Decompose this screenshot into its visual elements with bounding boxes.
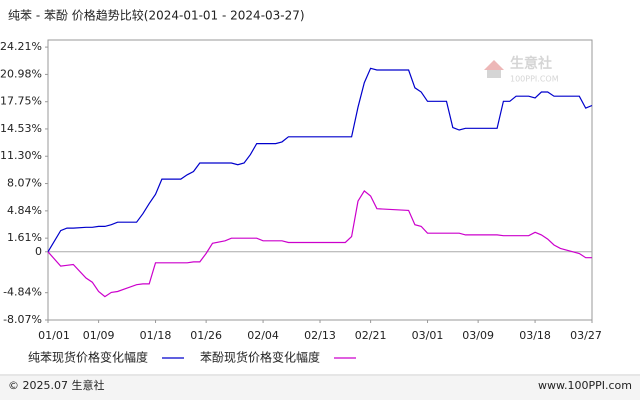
legend-label: 苯酚现货价格变化幅度 <box>200 350 320 365</box>
x-tick-label: 03/09 <box>462 329 494 342</box>
y-tick-label: 8.07% <box>7 177 42 190</box>
y-tick-label: 20.98% <box>0 67 42 80</box>
y-tick-label: 24.21% <box>0 40 42 53</box>
y-tick-label: 11.30% <box>0 149 42 162</box>
series-line <box>47 67 593 253</box>
footer-url: www.100PPI.com <box>538 379 632 392</box>
x-tick-label: 03/18 <box>519 329 551 342</box>
y-tick-label: 0 <box>35 245 42 258</box>
watermark-brand: 生意社 <box>510 55 552 72</box>
x-tick-label: 01/01 <box>38 329 70 342</box>
x-tick-label: 01/18 <box>140 329 172 342</box>
y-tick-label: -8.07% <box>3 313 42 326</box>
y-tick-label: 4.84% <box>7 204 42 217</box>
watermark-logo <box>487 70 501 78</box>
y-tick-label: 14.53% <box>0 122 42 135</box>
y-tick-label: -4.84% <box>3 286 42 299</box>
y-tick-label: 1.61% <box>7 231 42 244</box>
x-tick-label: 01/09 <box>83 329 115 342</box>
x-tick-label: 03/01 <box>412 329 444 342</box>
watermark-site: 100PPI.COM <box>510 75 559 84</box>
series-line <box>47 190 592 298</box>
chart-title: 纯苯 - 苯酚 价格趋势比较(2024-01-01 - 2024-03-27) <box>8 8 305 23</box>
watermark-logo <box>484 60 504 70</box>
x-tick-label: 02/04 <box>247 329 279 342</box>
watermark: 生意社 100PPI.COM <box>484 55 559 84</box>
footer-copyright: © 2025.07 生意社 <box>8 378 104 392</box>
footer-bg <box>0 376 640 400</box>
x-tick-label: 01/26 <box>190 329 222 342</box>
x-tick-label: 03/27 <box>570 329 602 342</box>
y-tick-label: 17.75% <box>0 95 42 108</box>
x-tick-label: 02/21 <box>355 329 387 342</box>
legend-label: 纯苯现货价格变化幅度 <box>28 350 148 365</box>
x-tick-label: 02/13 <box>304 329 336 342</box>
